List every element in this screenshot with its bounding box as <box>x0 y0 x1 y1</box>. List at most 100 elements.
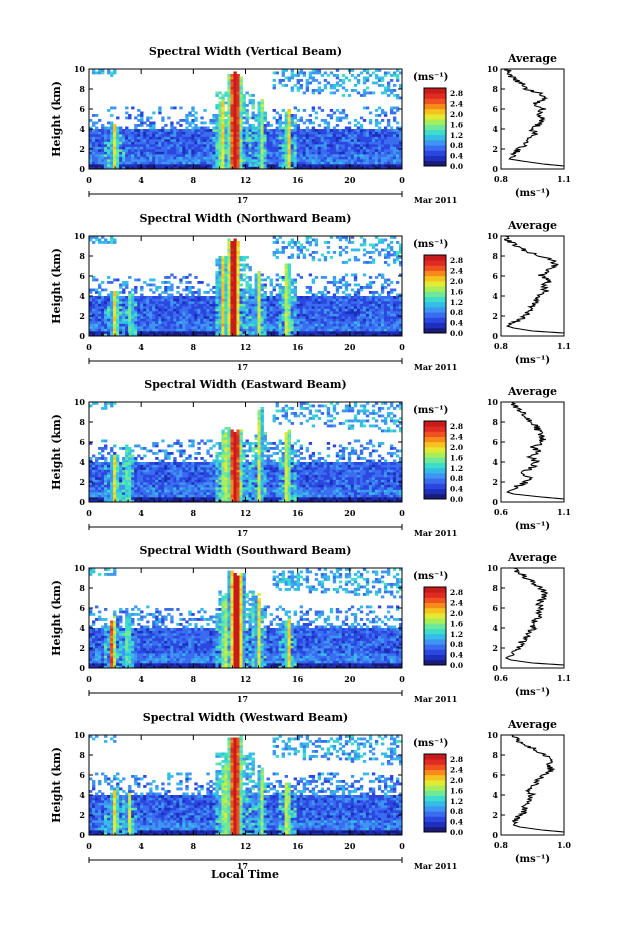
heatmap-cell <box>200 122 203 125</box>
heatmap-cell <box>384 254 387 257</box>
heatmap-cell <box>185 324 188 327</box>
heatmap-cell <box>182 329 185 332</box>
heatmap-cell <box>324 306 327 309</box>
heatmap-cell <box>318 291 321 294</box>
heatmap-cell <box>137 119 140 122</box>
heatmap-cell <box>149 149 152 152</box>
heatmap-cell <box>258 109 261 112</box>
heatmap-cell <box>357 152 360 155</box>
heatmap-cell <box>191 329 194 332</box>
heatmap-cell <box>230 306 233 309</box>
heatmap-cell <box>279 314 282 317</box>
heatmap-cell <box>221 321 224 324</box>
heatmap-cell <box>113 326 116 329</box>
heatmap-cell <box>239 314 242 317</box>
heatmap-cell <box>324 241 327 244</box>
heatmap-cell <box>378 241 381 244</box>
panel-northward: Spectral Width (Northward Beam)0246810He… <box>50 212 571 372</box>
heatmap-cell <box>236 281 239 284</box>
heatmap-cell <box>146 304 149 307</box>
heatmap-cell <box>122 281 125 284</box>
heatmap-cell <box>252 326 255 329</box>
heatmap-cell <box>354 129 357 132</box>
heatmap-cell <box>158 286 161 289</box>
heatmap-cell <box>354 159 357 162</box>
heatmap-cell <box>227 266 230 269</box>
heatmap-cell <box>342 147 345 150</box>
heatmap-cell <box>230 286 233 289</box>
heatmap-cell <box>230 139 233 142</box>
heatmap-cell <box>119 142 122 145</box>
heatmap-cell <box>270 329 273 332</box>
heatmap-cell <box>381 299 384 302</box>
heatmap-cell <box>209 324 212 327</box>
heatmap-cell <box>294 289 297 292</box>
heatmap-cell <box>197 329 200 332</box>
heatmap-cell <box>215 152 218 155</box>
heatmap-cell <box>381 314 384 317</box>
heatmap-cell <box>297 309 300 312</box>
heatmap-cell <box>191 127 194 130</box>
heatmap-cell <box>134 137 137 140</box>
heatmap-cell <box>375 314 378 317</box>
heatmap-cell <box>384 134 387 137</box>
heatmap-cell <box>212 316 215 319</box>
heatmap-cell <box>236 154 239 157</box>
heatmap-cell <box>387 94 390 97</box>
heatmap-cell <box>375 122 378 125</box>
heatmap-cell <box>261 152 264 155</box>
heatmap-cell <box>89 159 92 162</box>
heatmap-cell <box>378 159 381 162</box>
heatmap-cell <box>161 134 164 137</box>
heatmap-cell <box>185 129 188 132</box>
heatmap-cell <box>276 274 279 277</box>
heatmap-cell <box>306 82 309 85</box>
heatmap-cell <box>339 132 342 135</box>
heatmap-cell <box>294 107 297 110</box>
heatmap-cell <box>330 84 333 87</box>
heatmap-cell <box>209 299 212 302</box>
heatmap-cell <box>255 274 258 277</box>
heatmap-cell <box>258 122 261 125</box>
heatmap-cell <box>104 492 107 495</box>
heatmap-cell <box>92 455 95 458</box>
heatmap-cell <box>285 291 288 294</box>
x-tick-label: 8 <box>191 175 197 185</box>
heatmap-cell <box>236 249 239 252</box>
heatmap-cell <box>348 311 351 314</box>
heatmap-cell <box>384 306 387 309</box>
heatmap-cell <box>101 480 104 483</box>
heatmap-cell <box>209 147 212 150</box>
heatmap-cell <box>167 324 170 327</box>
heatmap-cell <box>375 134 378 137</box>
heatmap-cell <box>354 84 357 87</box>
heatmap-cell <box>155 144 158 147</box>
heatmap-cell <box>360 314 363 317</box>
heatmap-cell <box>239 142 242 145</box>
heatmap-cell <box>327 314 330 317</box>
heatmap-cell <box>261 132 264 135</box>
heatmap-cell <box>363 82 366 85</box>
heatmap-cell <box>95 304 98 307</box>
avg-x-tick-label: 0.8 <box>494 174 508 184</box>
heatmap-cell <box>137 134 140 137</box>
heatmap-cell <box>173 152 176 155</box>
heatmap-cell <box>158 139 161 142</box>
heatmap-cell <box>273 162 276 165</box>
heatmap-cell <box>227 144 230 147</box>
heatmap-cell <box>336 311 339 314</box>
heatmap-cell <box>375 154 378 157</box>
heatmap-cell <box>291 241 294 244</box>
heatmap-cell <box>354 294 357 297</box>
heatmap-cell <box>182 164 185 167</box>
heatmap-cell <box>110 329 113 332</box>
heatmap-cell <box>209 164 212 167</box>
heatmap-cell <box>390 164 393 167</box>
heatmap-cell <box>197 309 200 312</box>
heatmap-cell <box>137 132 140 135</box>
heatmap-cell <box>230 289 233 292</box>
heatmap-cell <box>267 147 270 150</box>
heatmap-cell <box>164 144 167 147</box>
heatmap-cell <box>372 162 375 165</box>
heatmap-cell <box>324 84 327 87</box>
